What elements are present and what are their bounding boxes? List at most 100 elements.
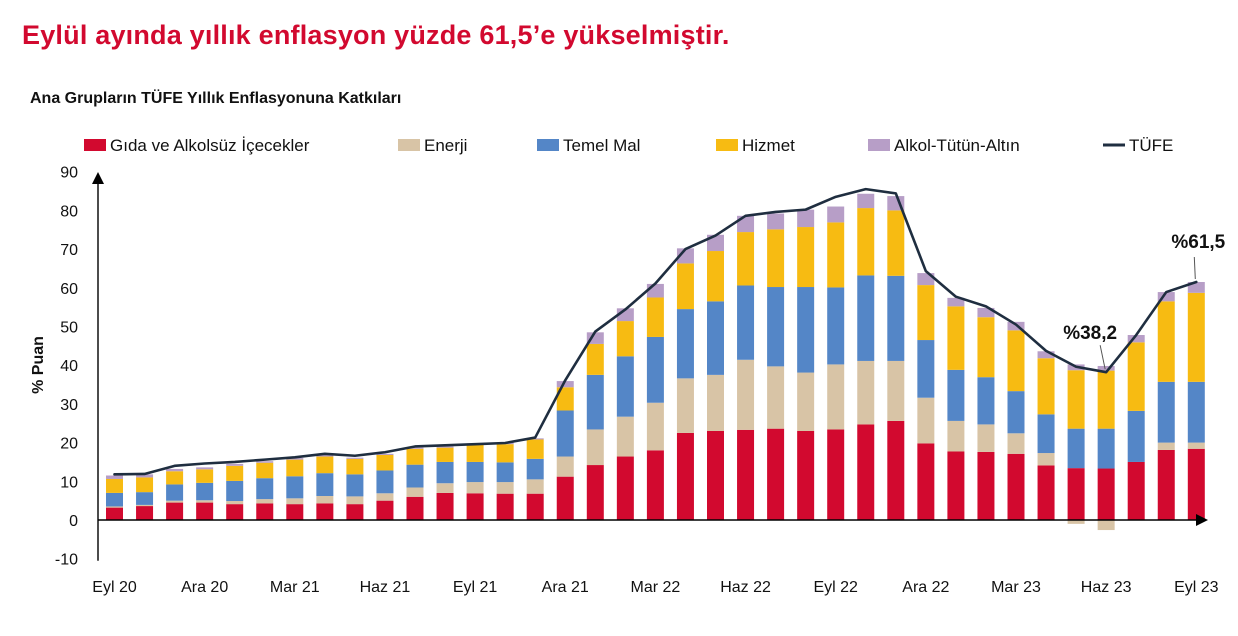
annotation-label: %61,5 xyxy=(1171,232,1225,253)
bar-temel-mal xyxy=(887,275,905,361)
bar-temel-mal xyxy=(316,473,334,496)
y-tick-label: 10 xyxy=(60,474,78,491)
bar-enerji xyxy=(917,397,935,444)
bar-temel-mal xyxy=(166,484,184,501)
y-axis-arrow xyxy=(92,172,104,184)
bar-gida-ve-alkolsuz-i-cecekler xyxy=(977,451,995,520)
bar-alkol-tutun-altin xyxy=(136,474,154,478)
legend: Gıda ve Alkolsüz İçecekler Enerji Temel Ma… xyxy=(84,136,1173,155)
bar-temel-mal xyxy=(196,482,214,501)
bar-alkol-tutun-altin xyxy=(526,438,544,440)
bar-gida-ve-alkolsuz-i-cecekler xyxy=(767,428,785,520)
bar-hizmet xyxy=(977,317,995,378)
legend-enerji-label: Enerji xyxy=(424,136,467,155)
x-tick-label: Haz 22 xyxy=(720,579,771,596)
bar-temel-mal xyxy=(1157,381,1175,443)
bar-hizmet xyxy=(466,444,484,462)
bar-temel-mal xyxy=(797,287,815,373)
bar-enerji xyxy=(406,487,424,497)
bar-alkol-tutun-altin xyxy=(767,213,785,230)
bar-temel-mal xyxy=(1007,391,1025,434)
bar-temel-mal xyxy=(977,377,995,425)
bar-temel-mal xyxy=(526,458,544,480)
bar-enerji xyxy=(1067,520,1085,524)
bar-enerji xyxy=(797,372,815,431)
y-tick-label: -10 xyxy=(55,552,78,569)
bar-temel-mal xyxy=(586,374,604,430)
bar-temel-mal xyxy=(737,285,755,360)
bar-temel-mal xyxy=(406,464,424,488)
bar-hizmet xyxy=(346,458,364,475)
bar-alkol-tutun-altin xyxy=(1187,282,1205,293)
bar-temel-mal xyxy=(616,356,634,417)
bar-hizmet xyxy=(376,454,394,471)
bar-alkol-tutun-altin xyxy=(256,461,274,463)
x-tick-label: Mar 21 xyxy=(270,579,320,596)
bar-alkol-tutun-altin xyxy=(196,467,214,470)
y-tick-label: 80 xyxy=(60,203,78,220)
bar-enerji xyxy=(376,493,394,501)
bar-gida-ve-alkolsuz-i-cecekler xyxy=(586,465,604,520)
x-tick-label: Eyl 23 xyxy=(1174,579,1219,596)
legend-hizmet-swatch xyxy=(716,139,738,151)
bar-gida-ve-alkolsuz-i-cecekler xyxy=(256,503,274,520)
bar-temel-mal xyxy=(827,287,845,365)
bar-enerji xyxy=(1007,433,1025,454)
y-tick-labels: 90 80 70 60 50 40 30 20 10 0 -10 xyxy=(55,165,78,569)
bar-temel-mal xyxy=(436,461,454,484)
bar-hizmet xyxy=(1007,330,1025,392)
bar-enerji xyxy=(226,501,244,505)
bar-enerji xyxy=(827,364,845,430)
annotation-label: %38,2 xyxy=(1063,323,1117,344)
bar-temel-mal xyxy=(857,275,875,361)
bar-alkol-tutun-altin xyxy=(286,458,304,460)
bar-hizmet xyxy=(797,227,815,288)
bar-temel-mal xyxy=(917,340,935,398)
bar-hizmet xyxy=(196,469,214,483)
axes xyxy=(92,172,1208,561)
bar-gida-ve-alkolsuz-i-cecekler xyxy=(887,420,905,520)
bar-temel-mal xyxy=(106,492,123,507)
bar-alkol-tutun-altin xyxy=(376,453,394,455)
x-tick-label: Ara 22 xyxy=(902,579,949,596)
bar-hizmet xyxy=(226,465,244,481)
legend-tufe-label: TÜFE xyxy=(1129,136,1173,155)
chart-title: Ana Grupların TÜFE Yıllık Enflasyonuna K… xyxy=(30,90,402,107)
bar-hizmet xyxy=(286,459,304,477)
bar-hizmet xyxy=(316,456,334,474)
bar-enerji xyxy=(707,374,724,431)
bar-enerji xyxy=(316,496,334,504)
legend-gida-ve-alkolsuz-i-cecekler-swatch xyxy=(84,139,106,151)
bar-hizmet xyxy=(616,321,634,357)
bar-alkol-tutun-altin xyxy=(1127,335,1145,343)
legend-gida-ve-alkolsuz-i-cecekler-label: Gıda ve Alkolsüz İçecekler xyxy=(110,136,310,155)
bar-alkol-tutun-altin xyxy=(406,447,424,449)
bar-temel-mal xyxy=(646,336,664,403)
bar-hizmet xyxy=(136,477,154,493)
bar-gida-ve-alkolsuz-i-cecekler xyxy=(917,443,935,520)
y-tick-label: 40 xyxy=(60,358,78,375)
y-tick-label: 90 xyxy=(60,165,78,182)
bar-gida-ve-alkolsuz-i-cecekler xyxy=(406,496,424,520)
bar-enerji xyxy=(526,479,544,494)
headline: Eylül ayında yıllık enflasyon yüzde 61,5… xyxy=(22,20,730,50)
bar-gida-ve-alkolsuz-i-cecekler xyxy=(646,450,664,520)
bar-alkol-tutun-altin xyxy=(977,307,995,318)
y-tick-label: 30 xyxy=(60,397,78,414)
bar-hizmet xyxy=(526,439,544,459)
bar-gida-ve-alkolsuz-i-cecekler xyxy=(226,504,244,520)
bar-gida-ve-alkolsuz-i-cecekler xyxy=(106,507,123,520)
bar-hizmet xyxy=(1097,370,1115,429)
bar-hizmet xyxy=(166,471,184,485)
y-tick-label: 70 xyxy=(60,242,78,259)
bar-temel-mal xyxy=(466,461,484,483)
bar-alkol-tutun-altin xyxy=(166,468,184,472)
bar-gida-ve-alkolsuz-i-cecekler xyxy=(136,506,154,520)
bar-hizmet xyxy=(556,387,574,411)
x-axis-arrow xyxy=(1196,514,1208,526)
y-tick-label: 60 xyxy=(60,281,78,298)
bar-enerji xyxy=(166,500,184,503)
x-tick-label: Eyl 22 xyxy=(813,579,858,596)
bar-temel-mal xyxy=(496,462,514,483)
